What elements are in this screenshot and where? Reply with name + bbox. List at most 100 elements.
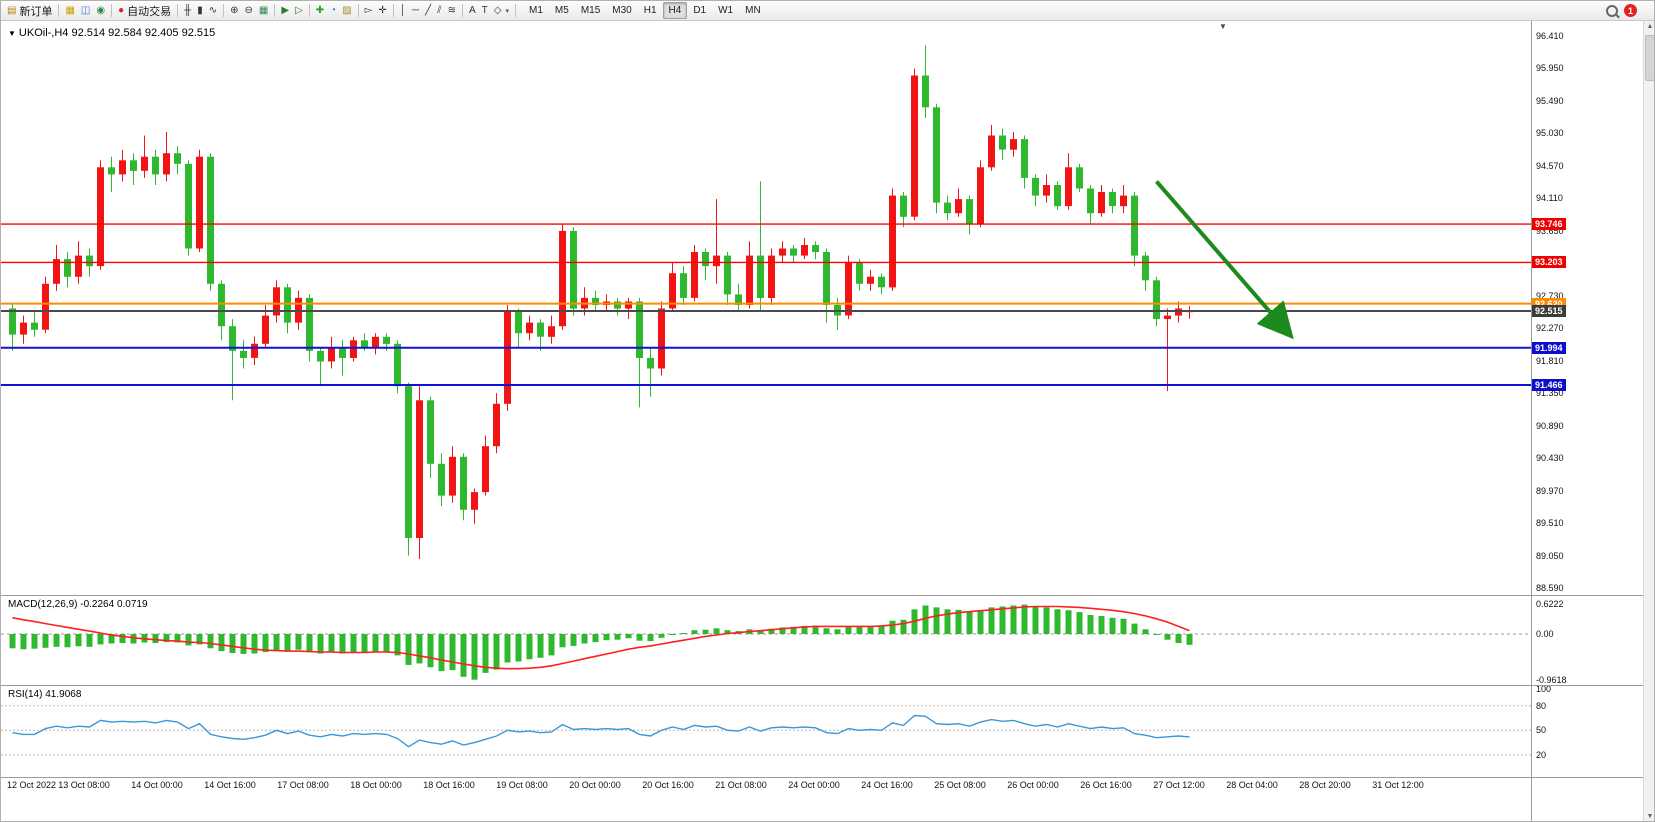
zoom-in-button[interactable]: ⊕ — [227, 2, 241, 19]
chart-shift-icon: ▷ — [295, 4, 303, 16]
autotrading-label: 自动交易 — [127, 5, 172, 18]
price-axis-label: 88.590 — [1536, 583, 1564, 593]
trendline-tool-icon: ╱ — [425, 4, 432, 16]
chart-shift-marker[interactable]: ▼ — [1219, 22, 1227, 31]
time-axis-divider — [1, 777, 1654, 778]
new-order-button[interactable]: ▤ 新订单 — [4, 2, 55, 19]
price-axis-label: 91.350 — [1536, 388, 1564, 398]
fibonacci-tool-icon: ≋ — [447, 4, 456, 16]
time-label: 24 Oct 00:00 — [788, 780, 840, 790]
time-label: 20 Oct 16:00 — [642, 780, 694, 790]
text-tool-icon: A — [469, 4, 476, 16]
channel-tool-icon: ⫽ — [437, 4, 442, 16]
text-tool-button[interactable]: A — [466, 2, 479, 19]
rsi-axis-label: 100 — [1536, 684, 1552, 694]
toolbar-separator — [462, 4, 463, 17]
horizontal-line-tool-button[interactable]: ─ — [409, 2, 422, 19]
candlestick-mode-icon: ▮ — [197, 4, 203, 16]
vertical-scrollbar[interactable]: ▲ ▼ — [1643, 21, 1654, 821]
notification-badge[interactable]: 1 — [1624, 4, 1637, 17]
scroll-up-icon[interactable]: ▲ — [1646, 23, 1654, 30]
rsi-label: RSI(14) 41.9068 — [8, 689, 82, 700]
timeframe-m15[interactable]: M15 — [580, 5, 601, 16]
panel-divider[interactable] — [1, 685, 1654, 686]
crosshair-icon: ✛ — [378, 4, 387, 16]
time-label: 28 Oct 20:00 — [1299, 780, 1351, 790]
macd-panel[interactable] — [1, 596, 1531, 685]
data-window-icon: ◫ — [80, 4, 91, 16]
price-axis-label: 94.570 — [1536, 161, 1564, 171]
price-axis-label: 89.970 — [1536, 486, 1564, 496]
price-axis-label: 90.890 — [1536, 421, 1564, 431]
main-chart-panel[interactable] — [1, 21, 1531, 595]
rsi-panel[interactable] — [1, 686, 1531, 777]
shapes-tool-button[interactable]: ◇ ▾ — [491, 2, 512, 19]
navigator-button[interactable]: ◉ — [93, 2, 108, 19]
timeframe-w1[interactable]: W1 — [718, 5, 734, 16]
price-axis-label: 96.410 — [1536, 31, 1564, 41]
navigator-icon: ◉ — [96, 4, 106, 16]
toolbar-separator — [392, 4, 394, 17]
data-window-button[interactable]: ◫ — [78, 2, 93, 19]
new-order-label: 新订单 — [19, 5, 53, 18]
dropdown-caret-icon: ▾ — [505, 7, 509, 15]
channel-tool-button[interactable]: ⫽ — [434, 2, 444, 19]
candlestick-mode-button[interactable]: ▮ — [194, 2, 206, 19]
candles-layer — [9, 45, 1193, 560]
time-label: 12 Oct 2022 — [7, 780, 57, 790]
price-axis-label: 95.030 — [1536, 128, 1564, 138]
label-tool-button[interactable]: T — [479, 2, 491, 19]
toolbar-separator — [223, 4, 225, 17]
search-icon[interactable] — [1606, 4, 1618, 17]
line-chart-mode-icon: ∿ — [208, 4, 218, 16]
indicators-button[interactable]: ✚ — [313, 2, 327, 19]
templates-icon: ▨ — [342, 4, 352, 16]
time-label: 17 Oct 08:00 — [277, 780, 329, 790]
time-label: 28 Oct 04:00 — [1226, 780, 1278, 790]
cursor-button[interactable]: ▻ — [362, 2, 376, 19]
price-axis-label: 89.050 — [1536, 551, 1564, 561]
periods-button[interactable]: ◔ — [327, 2, 339, 19]
tile-windows-button[interactable]: ▦ — [256, 2, 271, 19]
rsi-line — [12, 714, 1190, 748]
crosshair-button[interactable]: ✛ — [375, 2, 389, 19]
market-watch-button[interactable]: ▦ — [62, 2, 77, 19]
line-chart-mode-button[interactable]: ∿ — [206, 2, 220, 19]
vertical-line-tool-button[interactable]: │ — [397, 2, 409, 19]
zoom-in-icon: ⊕ — [230, 4, 239, 16]
price-axis-label: 95.950 — [1536, 63, 1564, 73]
collapse-arrow-icon: ▼ — [8, 29, 16, 38]
timeframe-m1[interactable]: M1 — [529, 5, 543, 16]
price-axis-label: 89.510 — [1536, 518, 1564, 528]
fibonacci-tool-button[interactable]: ≋ — [445, 2, 459, 19]
chart-shift-button[interactable]: ▷ — [292, 2, 306, 19]
time-label: 21 Oct 08:00 — [715, 780, 767, 790]
toolbar-separator — [111, 4, 113, 17]
timeframe-h1[interactable]: H1 — [643, 5, 657, 16]
scroll-down-icon[interactable]: ▼ — [1646, 813, 1654, 820]
autotrading-button[interactable]: ● 自动交易 — [115, 2, 174, 19]
periods-icon: ◔ — [330, 4, 337, 16]
trendline-tool-button[interactable]: ╱ — [422, 2, 434, 19]
time-label: 27 Oct 12:00 — [1153, 780, 1205, 790]
templates-button[interactable]: ▨ — [339, 2, 354, 19]
time-label: 19 Oct 08:00 — [496, 780, 548, 790]
timeframe-h4[interactable]: H4 — [662, 2, 688, 19]
chart-title-text: UKOil-,H4 92.514 92.584 92.405 92.515 — [18, 27, 216, 39]
price-marker-93.203: 93.203 — [1532, 256, 1566, 268]
trend-arrow[interactable] — [1154, 180, 1294, 340]
new-order-icon: ▤ — [7, 4, 17, 16]
main-toolbar: ▤ 新订单 ▦ ◫ ◉ ● 自动交易 ╫ ▮ ∿ ⊕ ⊖ ▦ ▶ ▷ ✚ ◔ ▨ ▻ ✛ │ ─ ╱ ⫽ ≋ A T ◇ ▾ M1 M5 M1… — [1, 1, 1654, 21]
panel-divider[interactable] — [1, 595, 1654, 596]
price-axis-divider — [1531, 21, 1532, 821]
auto-scroll-button[interactable]: ▶ — [278, 2, 292, 19]
timeframe-m30[interactable]: M30 — [612, 5, 632, 16]
bar-chart-mode-icon: ╫ — [184, 4, 192, 16]
bar-chart-mode-button[interactable]: ╫ — [181, 2, 194, 19]
timeframe-m5[interactable]: M5 — [554, 5, 569, 16]
timeframe-mn[interactable]: MN — [745, 5, 761, 16]
timeframe-d1[interactable]: D1 — [693, 5, 707, 16]
zoom-out-button[interactable]: ⊖ — [242, 2, 256, 19]
scrollbar-thumb[interactable] — [1645, 35, 1654, 81]
time-label: 13 Oct 08:00 — [58, 780, 110, 790]
